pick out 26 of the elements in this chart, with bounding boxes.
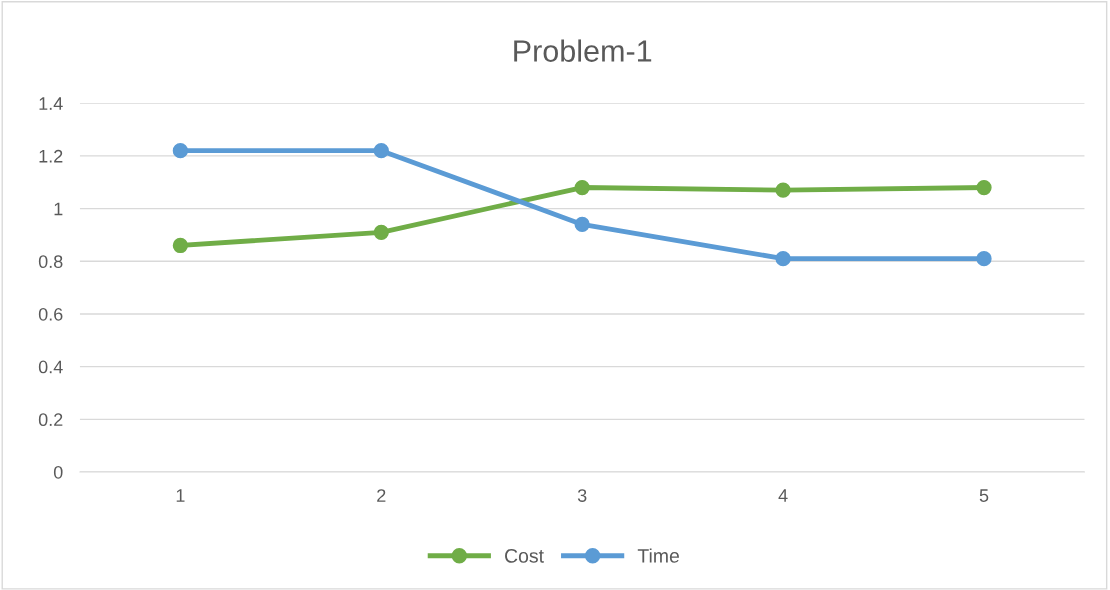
y-tick-label: 0.8	[38, 255, 63, 269]
x-tick-label: 2	[377, 489, 386, 502]
point	[775, 182, 791, 198]
y-tick-label: 0.6	[38, 307, 63, 321]
point	[574, 216, 590, 233]
x-tick-label: 5	[979, 489, 989, 502]
y-tick-label: 0.2	[38, 413, 63, 427]
legend-label: Cost	[505, 548, 544, 563]
chart-title: Problem-1	[514, 39, 652, 62]
y-tick-label: 1.4	[39, 97, 63, 110]
x-tick-label: 4	[778, 489, 788, 502]
point	[976, 251, 992, 267]
point	[373, 224, 389, 240]
point	[373, 143, 389, 159]
x-tick-label: 1	[176, 489, 185, 502]
x-tick-label: 3	[577, 489, 587, 502]
y-tick-label: 0.4	[38, 360, 63, 374]
y-tick-label: 1	[54, 202, 63, 216]
point	[976, 179, 992, 196]
y-tick-label: 1.2	[39, 149, 63, 163]
point	[775, 251, 791, 267]
point	[172, 237, 189, 254]
legend-label: Time	[637, 548, 679, 563]
point	[574, 179, 590, 196]
point	[172, 143, 189, 159]
y-tick-label: 0	[53, 465, 63, 479]
